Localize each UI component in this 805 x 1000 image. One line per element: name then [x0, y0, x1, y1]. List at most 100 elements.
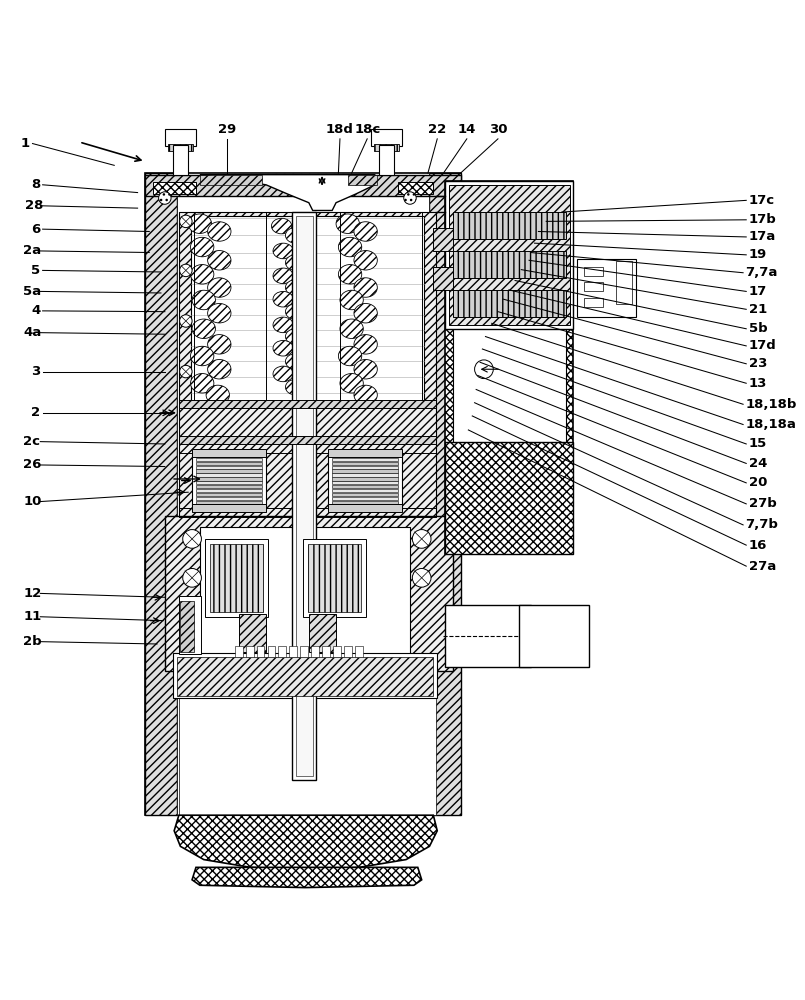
Bar	[332, 469, 398, 473]
Ellipse shape	[208, 360, 231, 379]
Bar	[239, 614, 266, 652]
Ellipse shape	[340, 374, 363, 393]
Bar	[449, 185, 570, 325]
Bar	[235, 646, 242, 657]
Circle shape	[183, 568, 201, 587]
Bar	[617, 261, 632, 304]
Text: 6: 6	[31, 223, 40, 236]
Text: 17b: 17b	[749, 213, 776, 226]
Text: 30: 30	[489, 123, 507, 136]
Bar	[445, 442, 573, 554]
Ellipse shape	[286, 255, 306, 270]
Bar	[445, 181, 573, 554]
Bar	[246, 646, 254, 657]
Bar	[429, 173, 460, 815]
Bar	[267, 646, 275, 657]
Text: 21: 21	[749, 303, 767, 316]
Ellipse shape	[208, 222, 231, 241]
Ellipse shape	[273, 291, 293, 307]
Text: 27a: 27a	[749, 560, 776, 573]
Ellipse shape	[340, 319, 363, 339]
Ellipse shape	[191, 265, 214, 284]
Ellipse shape	[338, 265, 361, 284]
Ellipse shape	[338, 237, 361, 257]
Text: 17c: 17c	[749, 194, 774, 207]
Bar	[196, 489, 262, 492]
Text: 7,7a: 7,7a	[745, 266, 778, 279]
Text: 24: 24	[749, 457, 767, 470]
Bar	[179, 517, 436, 815]
Ellipse shape	[191, 346, 214, 366]
Text: 2c: 2c	[23, 435, 40, 448]
Bar	[332, 493, 398, 496]
Circle shape	[183, 530, 201, 548]
Circle shape	[180, 315, 192, 327]
Bar	[196, 466, 262, 469]
Ellipse shape	[286, 280, 306, 295]
Bar	[176, 173, 429, 815]
Bar	[445, 605, 530, 667]
Text: 17d: 17d	[749, 339, 776, 352]
Bar	[200, 175, 262, 185]
Text: 5: 5	[31, 264, 40, 277]
Text: 2b: 2b	[23, 635, 42, 648]
Bar	[344, 646, 352, 657]
Circle shape	[180, 215, 192, 228]
Text: 19: 19	[749, 248, 767, 261]
Bar	[153, 182, 196, 194]
Bar	[452, 290, 566, 317]
Bar	[379, 145, 394, 175]
Text: 3: 3	[31, 365, 40, 378]
Text: 12: 12	[23, 587, 41, 600]
Ellipse shape	[273, 340, 293, 356]
Bar	[332, 458, 398, 461]
Text: 23: 23	[749, 357, 767, 370]
Text: 26: 26	[23, 458, 42, 471]
Text: 1: 1	[21, 137, 30, 150]
Bar	[179, 596, 200, 654]
Bar	[322, 646, 330, 657]
Ellipse shape	[191, 374, 214, 393]
Bar	[332, 477, 398, 481]
Ellipse shape	[354, 360, 378, 379]
Bar	[179, 407, 436, 517]
Bar	[168, 144, 193, 151]
Bar	[355, 646, 362, 657]
Ellipse shape	[354, 385, 378, 405]
Text: 16: 16	[749, 539, 767, 552]
Ellipse shape	[336, 214, 359, 233]
Bar	[196, 469, 262, 473]
Circle shape	[475, 360, 493, 379]
Ellipse shape	[206, 385, 229, 405]
Bar	[308, 544, 361, 612]
Bar	[584, 298, 603, 307]
Bar	[146, 175, 460, 196]
Bar	[333, 646, 341, 657]
Ellipse shape	[286, 228, 306, 243]
Text: 5a: 5a	[23, 285, 41, 298]
Text: 22: 22	[428, 123, 446, 136]
Bar	[279, 646, 287, 657]
Bar	[452, 212, 566, 239]
Ellipse shape	[340, 290, 363, 310]
Bar	[292, 212, 316, 780]
Text: 27b: 27b	[749, 497, 776, 510]
Bar	[192, 504, 266, 512]
Bar	[433, 267, 452, 290]
Bar	[300, 646, 308, 657]
Bar	[196, 477, 262, 481]
Bar	[196, 473, 262, 477]
Bar	[179, 436, 436, 444]
Bar	[205, 539, 267, 617]
Bar	[191, 216, 424, 403]
Text: 4: 4	[31, 304, 40, 317]
Text: 2: 2	[31, 406, 40, 419]
Text: 15: 15	[749, 437, 767, 450]
Text: 18d: 18d	[326, 123, 354, 136]
Polygon shape	[192, 867, 422, 888]
Bar	[452, 251, 566, 278]
Bar	[176, 657, 433, 696]
Bar	[328, 449, 402, 457]
Bar	[192, 449, 266, 457]
Circle shape	[180, 365, 192, 378]
